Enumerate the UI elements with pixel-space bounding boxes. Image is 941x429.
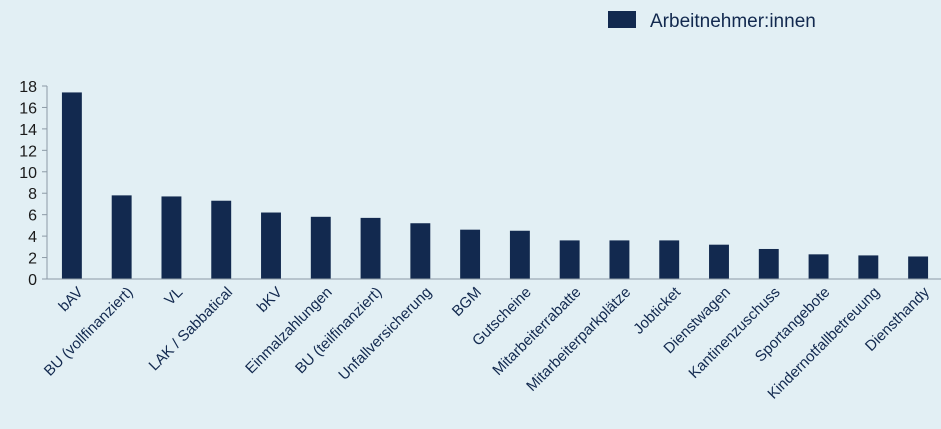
y-tick-label: 16 <box>19 100 37 117</box>
y-tick-label: 10 <box>19 165 37 182</box>
x-category-label: VL <box>161 284 186 309</box>
y-tick-label: 14 <box>19 122 37 139</box>
x-category-label: Einmalzahlungen <box>242 284 335 377</box>
bar <box>758 248 779 279</box>
bar <box>559 240 580 279</box>
bar <box>111 195 132 279</box>
x-category-label: BU (teilfinanziert) <box>292 284 385 377</box>
x-category-label: bAV <box>55 284 86 315</box>
bar <box>261 212 281 279</box>
bar <box>858 255 879 279</box>
y-tick-label: 0 <box>28 272 37 289</box>
y-tick-label: 18 <box>19 79 37 96</box>
legend-swatch <box>608 11 636 28</box>
legend-label: Arbeitnehmer:innen <box>650 11 816 32</box>
bar <box>310 216 331 279</box>
bar <box>609 240 630 279</box>
legend: Arbeitnehmer:innen <box>608 11 816 32</box>
y-tick-label: 8 <box>28 186 37 203</box>
bar <box>709 244 729 279</box>
y-tick-label: 4 <box>28 229 37 246</box>
x-category-label: Kantinenzuschuss <box>685 284 783 382</box>
y-axis: 0 2 4 6 8 10 12 14 16 18 <box>19 79 48 289</box>
y-tick-label: 2 <box>28 251 37 268</box>
bar <box>161 196 182 279</box>
bar <box>211 200 232 279</box>
bar <box>509 230 530 279</box>
x-category-label: BGM <box>449 284 485 320</box>
x-category-label: Mitarbeiterrabatte <box>489 284 584 379</box>
x-category-label: bKV <box>254 284 286 316</box>
bar <box>360 217 381 279</box>
bar <box>908 256 929 279</box>
bars <box>61 92 929 279</box>
bar <box>61 92 82 279</box>
x-category-label: Unfallversicherung <box>335 284 435 384</box>
y-tick-label: 6 <box>28 208 37 225</box>
x-category-label: LAK / Sabbatical <box>146 284 236 374</box>
bar <box>460 229 481 279</box>
bar <box>410 223 431 279</box>
y-tick-label: 12 <box>19 143 37 160</box>
bar <box>659 240 680 279</box>
bar <box>808 254 829 279</box>
x-category-label: BU (vollfinanziert) <box>41 284 137 380</box>
